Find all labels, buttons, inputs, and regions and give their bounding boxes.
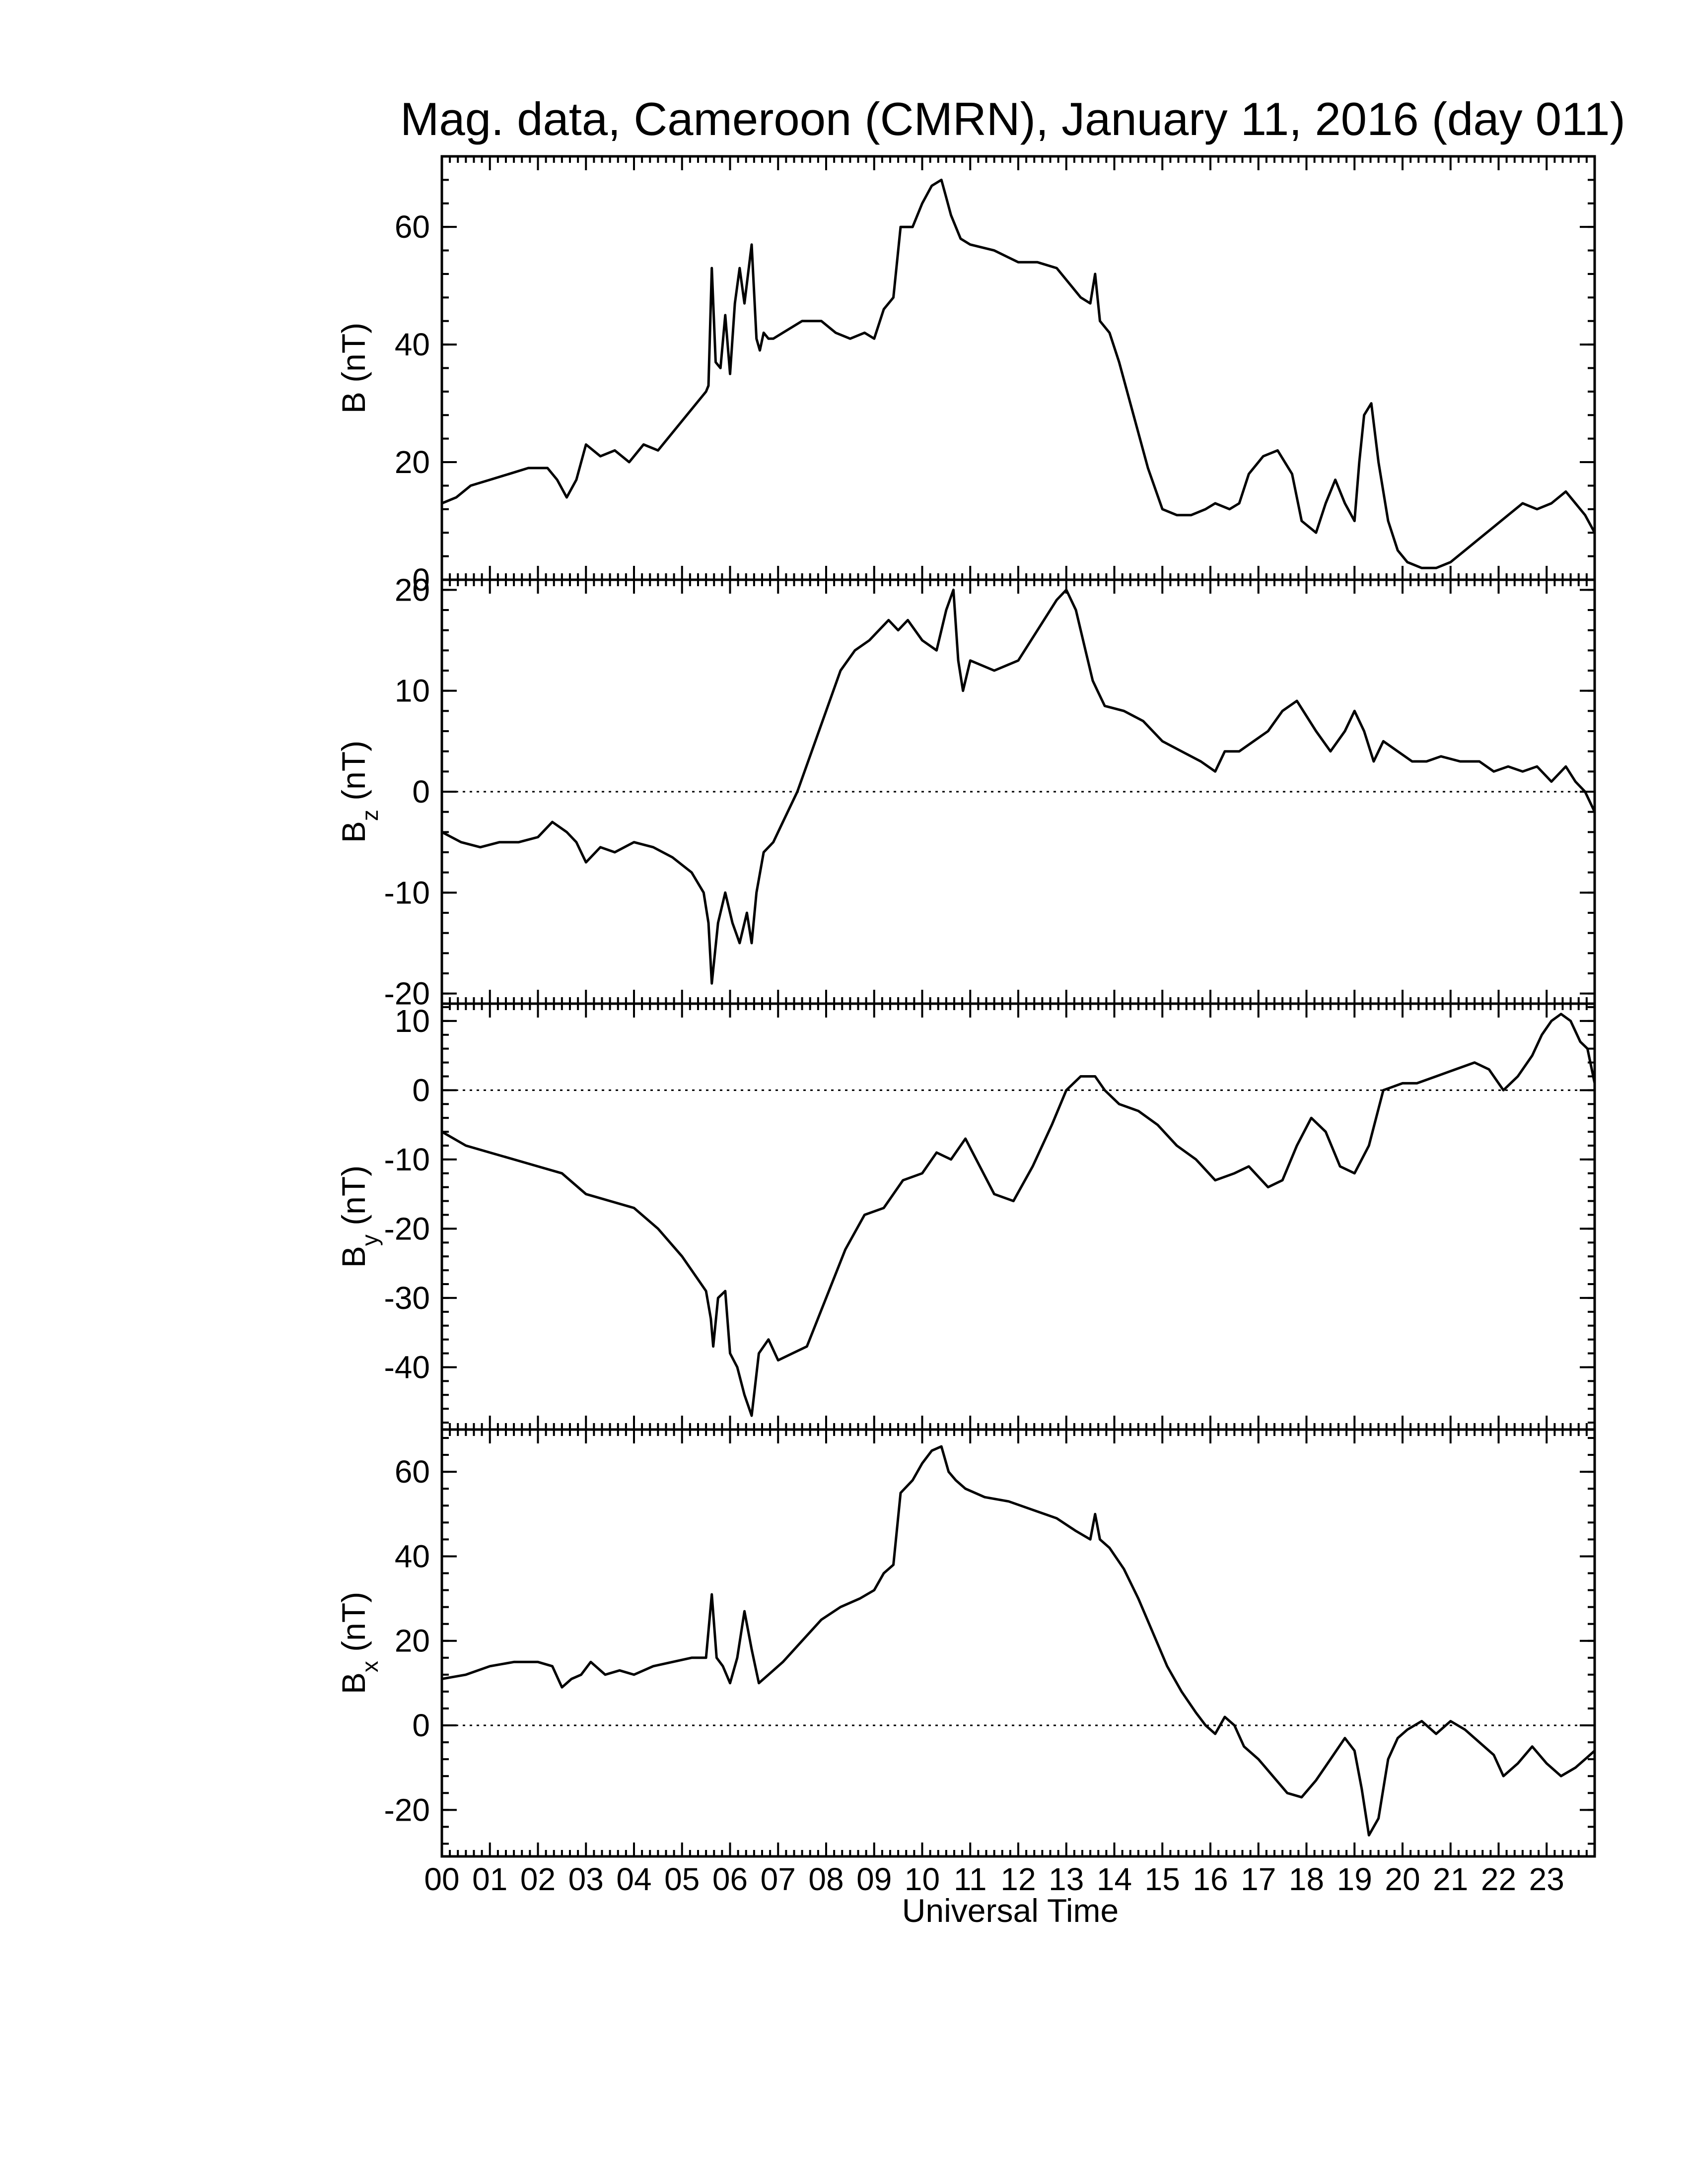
x-tick-label: 03 bbox=[568, 1861, 604, 1897]
y-tick-label: 10 bbox=[395, 673, 430, 709]
x-tick-label: 20 bbox=[1385, 1861, 1420, 1897]
y-tick-label: 20 bbox=[395, 1623, 430, 1659]
x-tick-label: 18 bbox=[1289, 1861, 1324, 1897]
y-tick-label: 20 bbox=[395, 572, 430, 608]
y-axis-label-symbol: B bbox=[335, 1246, 372, 1268]
y-tick-label: -20 bbox=[384, 1211, 430, 1246]
y-tick-label: 40 bbox=[395, 1538, 430, 1574]
y-axis-label-symbol: B bbox=[335, 392, 372, 413]
x-tick-label: 16 bbox=[1193, 1861, 1228, 1897]
y-tick-label: -20 bbox=[384, 1792, 430, 1828]
x-tick-label: 12 bbox=[1000, 1861, 1036, 1897]
x-tick-label: 04 bbox=[616, 1861, 651, 1897]
x-axis-label: Universal Time bbox=[902, 1892, 1119, 1929]
x-tick-label: 05 bbox=[664, 1861, 700, 1897]
y-axis-label-symbol: B bbox=[335, 1672, 372, 1694]
y-tick-label: -10 bbox=[384, 1142, 430, 1177]
y-tick-label: 40 bbox=[395, 327, 430, 362]
y-axis-label-unit: (nT) bbox=[335, 1592, 372, 1661]
panel-b: 0 20 40 60 B (nT) bbox=[335, 155, 1596, 598]
y-axis-label-subscript: x bbox=[357, 1661, 383, 1672]
y-tick-label: 60 bbox=[395, 1454, 430, 1490]
y-tick-label: 0 bbox=[412, 562, 430, 598]
y-axis-label-subscript: y bbox=[357, 1234, 383, 1246]
y-tick-label: 0 bbox=[412, 774, 430, 810]
series-line-bx bbox=[441, 1445, 1596, 1837]
x-tick-label: 14 bbox=[1097, 1861, 1132, 1897]
x-tick-label: 21 bbox=[1433, 1861, 1468, 1897]
x-tick-label: 10 bbox=[905, 1861, 940, 1897]
y-tick-label: 0 bbox=[412, 1707, 430, 1743]
y-tick-label: 60 bbox=[395, 209, 430, 245]
y-axis-label-unit: (nT) bbox=[335, 323, 372, 392]
y-tick-label: -10 bbox=[384, 875, 430, 910]
x-tick-label: 07 bbox=[761, 1861, 796, 1897]
y-tick-label: -40 bbox=[384, 1349, 430, 1385]
x-tick-label: 00 bbox=[424, 1861, 459, 1897]
x-tick-label: 13 bbox=[1049, 1861, 1084, 1897]
x-tick-label: 06 bbox=[712, 1861, 748, 1897]
y-axis-label: Bx (nT) bbox=[335, 1592, 383, 1694]
series-line-bz bbox=[441, 588, 1596, 985]
y-axis-label-symbol: B bbox=[335, 821, 372, 843]
y-axis-label: Bz (nT) bbox=[335, 741, 383, 843]
x-tick-label: 15 bbox=[1145, 1861, 1180, 1897]
x-tick-label: 01 bbox=[472, 1861, 507, 1897]
y-axis-label: B (nT) bbox=[335, 323, 372, 413]
y-tick-label: 0 bbox=[412, 1072, 430, 1108]
y-axis-label: By (nT) bbox=[335, 1165, 383, 1268]
x-tick-label: 11 bbox=[954, 1861, 986, 1897]
x-tick-label: 08 bbox=[808, 1861, 844, 1897]
y-tick-label: -20 bbox=[384, 976, 430, 1012]
x-tick-label: 22 bbox=[1481, 1861, 1516, 1897]
x-axis-tick-labels: 00 01 02 03 04 05 06 07 08 09 10 11 12 13 14 15 16 17 18 19… bbox=[424, 1861, 1564, 1897]
chart-title: Mag. data, Cameroon (CMRN), January 11, … bbox=[400, 93, 1625, 145]
y-tick-label: 20 bbox=[395, 444, 430, 480]
x-tick-label: 02 bbox=[520, 1861, 556, 1897]
x-tick-label: 23 bbox=[1529, 1861, 1564, 1897]
y-tick-label: -30 bbox=[384, 1280, 430, 1316]
y-tick-label: 10 bbox=[395, 1003, 430, 1039]
panel-bx: -20 0 20 40 60 Bx (nT) bbox=[335, 1428, 1596, 1858]
y-axis-label-unit: (nT) bbox=[335, 1165, 372, 1234]
series-line-b bbox=[441, 178, 1596, 569]
panel-by: -40 -30 -20 -10 0 10 By (nT) bbox=[335, 1002, 1596, 1431]
y-axis-label-unit: (nT) bbox=[335, 741, 372, 810]
series-line-by bbox=[441, 1013, 1596, 1417]
y-axis-label-subscript: z bbox=[357, 810, 383, 821]
x-tick-label: 17 bbox=[1241, 1861, 1276, 1897]
x-tick-label: 09 bbox=[856, 1861, 892, 1897]
x-tick-label: 19 bbox=[1337, 1861, 1372, 1897]
